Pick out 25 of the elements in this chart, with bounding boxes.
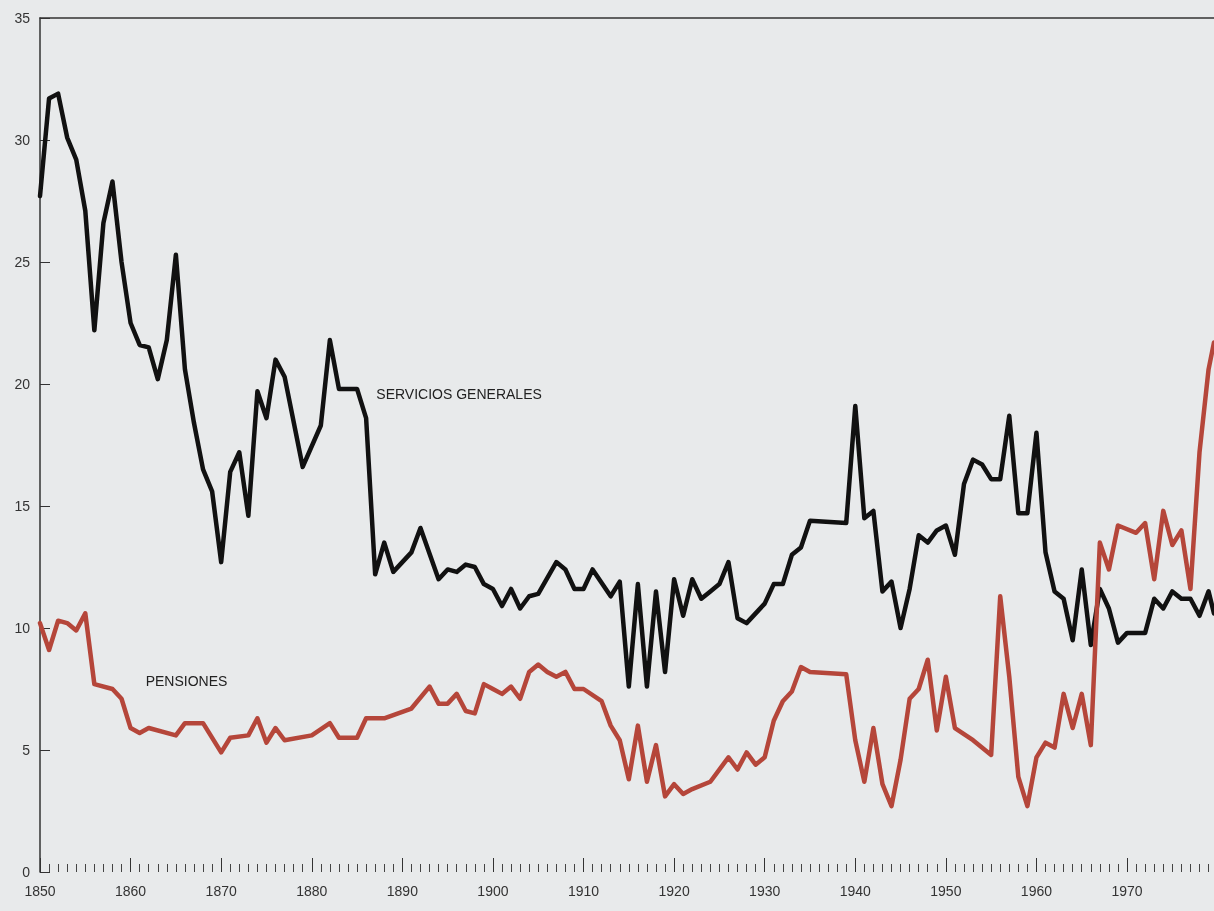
x-tick-label: 1870	[205, 883, 237, 899]
line-series	[37, 91, 1214, 689]
x-tick-label: 1950	[930, 883, 962, 899]
y-tick-label: 30	[14, 132, 31, 148]
x-tick-label: 1890	[386, 883, 419, 899]
y-tick-label: 20	[14, 376, 31, 392]
series-label: SERVICIOS GENERALES	[376, 386, 542, 403]
y-tick-label: 0	[22, 864, 31, 880]
y-tick-label: 35	[14, 10, 31, 26]
y-tick-label: 25	[14, 254, 31, 270]
x-tick-label: 1880	[296, 883, 328, 899]
x-tick-label: 1940	[839, 883, 872, 899]
y-tick-label: 15	[14, 498, 31, 514]
y-tick-label: 5	[22, 742, 31, 758]
x-tick-label: 1860	[115, 883, 147, 899]
y-tick-label: 10	[14, 620, 31, 636]
x-tick-label: 1850	[24, 883, 56, 899]
series-label: PENSIONES	[145, 673, 228, 690]
x-tick-label: 1930	[749, 883, 781, 899]
x-tick-label: 1960	[1020, 883, 1053, 899]
line-series	[37, 340, 1214, 809]
x-tick-label: 1900	[477, 883, 509, 899]
x-tick-label: 1910	[567, 883, 600, 899]
x-tick-label: 1920	[658, 883, 690, 899]
x-tick-label: 1970	[1111, 883, 1143, 899]
